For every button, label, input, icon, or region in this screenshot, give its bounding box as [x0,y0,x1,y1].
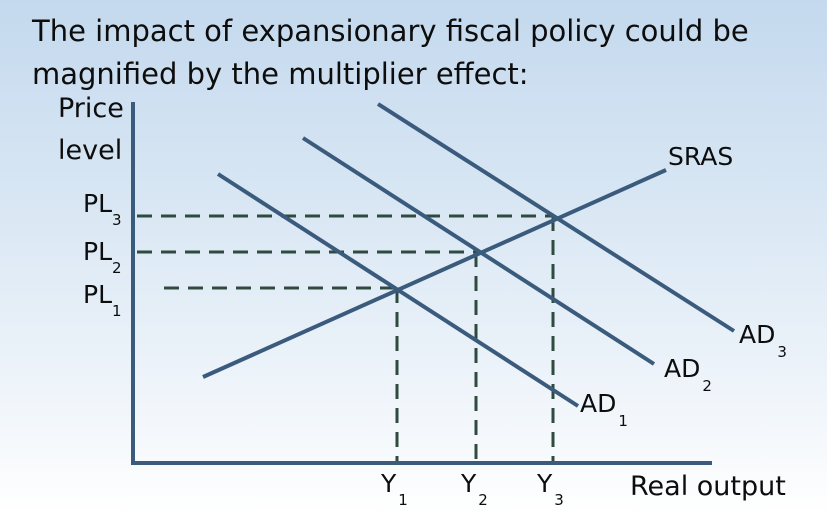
ad1-label-sub: 1 [618,412,628,430]
sras-curve [202,168,667,379]
y1-label: Y1 [380,469,408,509]
y3-label: Y3 [536,469,564,509]
pl2-label: PL2 [83,237,122,277]
pl1-label: PL1 [83,280,122,320]
y2-label-base: Y [460,469,477,498]
slide-title: The impact of expansionary fiscal policy… [32,14,749,91]
ad1-curve [216,172,580,408]
y2-label: Y2 [460,469,488,509]
ad1-label-base: AD [580,389,616,418]
y3-label-sub: 3 [554,491,564,509]
y1-label-sub: 1 [398,491,408,509]
pl1-label-base: PL [83,280,112,309]
y-axis-label-level: level [58,135,122,166]
pl3-label-sub: 3 [112,211,122,229]
ad3-label-base: AD [739,320,775,349]
y3-label-base: Y [536,469,553,498]
ad2-curve [301,136,656,366]
sras-label: SRAS [668,142,733,171]
ad1-label: AD1 [580,389,628,430]
ad2-label-sub: 2 [702,377,712,395]
y1-label-base: Y [380,469,397,498]
pl3-label-base: PL [83,189,112,218]
ad3-label-sub: 3 [777,343,787,361]
ad2-label-base: AD [664,354,700,383]
x-axis-label: Real output [630,471,786,502]
ad2-label: AD2 [664,354,712,395]
y-axis-label-price: Price [58,93,124,124]
y2-label-sub: 2 [478,491,488,509]
pl1-label-sub: 1 [112,302,122,320]
ad3-label: AD3 [739,320,787,361]
pl2-label-sub: 2 [112,259,122,277]
pl3-label: PL3 [83,189,122,229]
ad3-curve [376,102,736,333]
pl2-label-base: PL [83,237,112,266]
